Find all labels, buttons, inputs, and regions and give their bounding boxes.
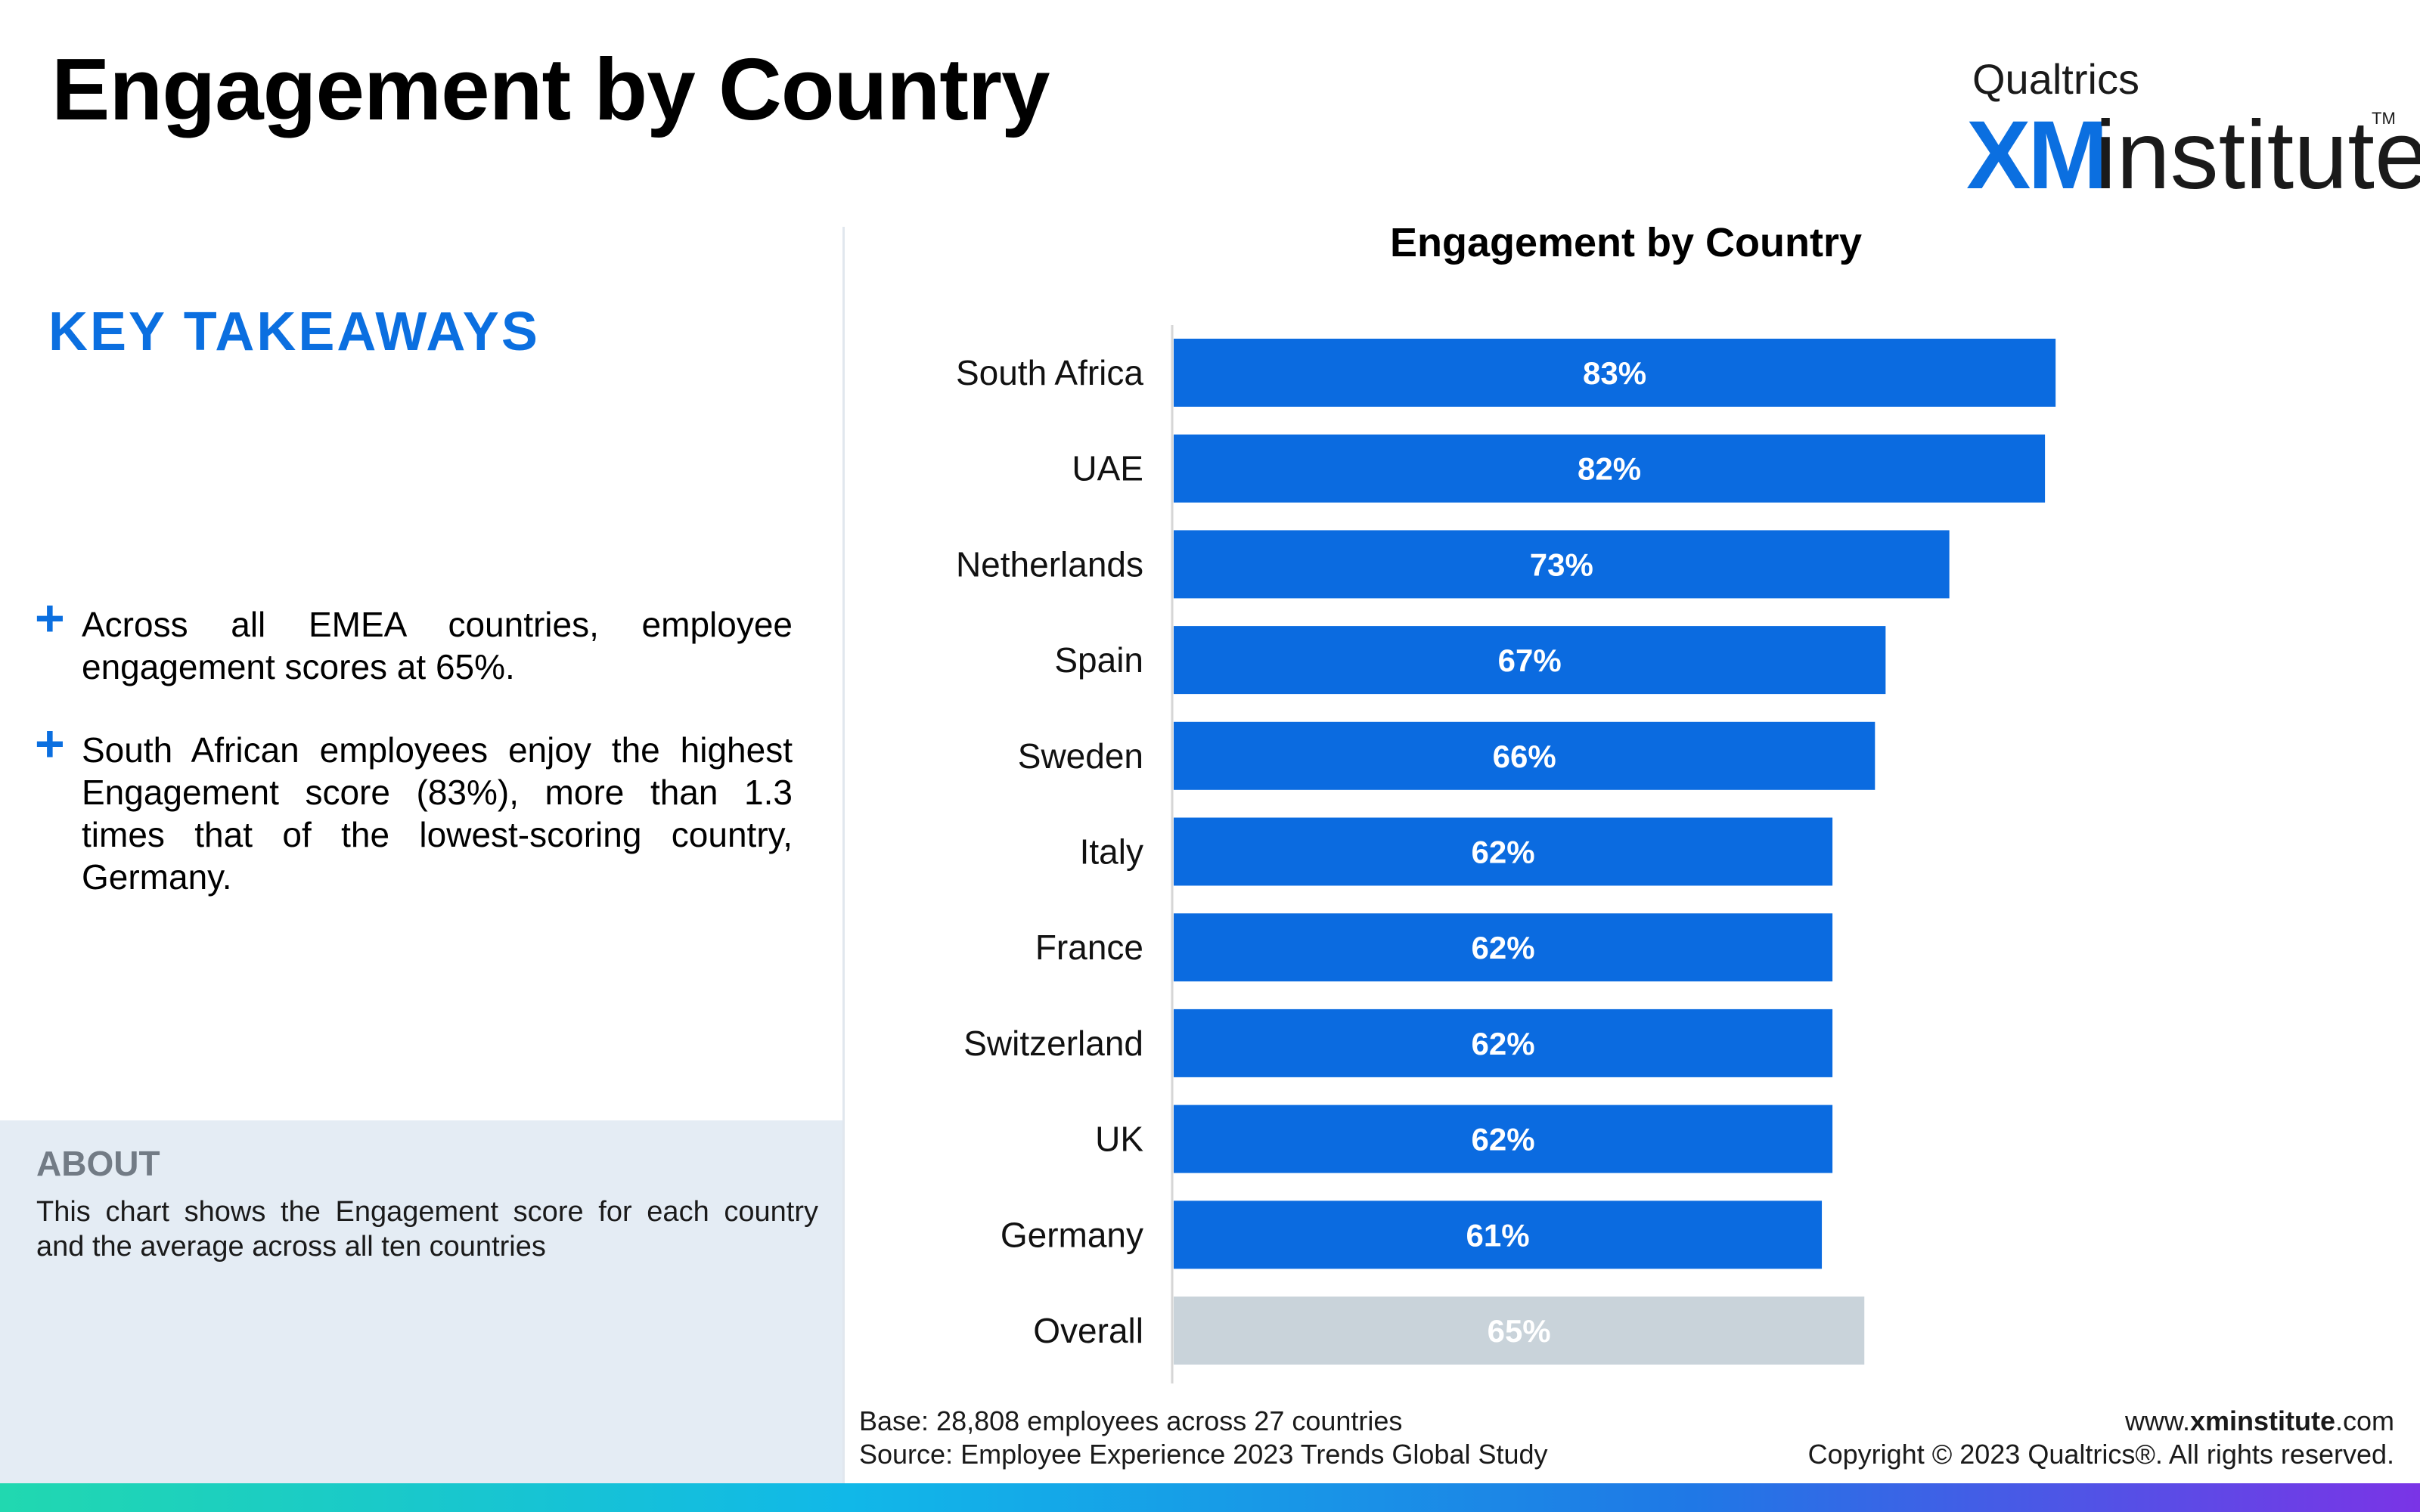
panel-divider xyxy=(842,227,845,1486)
bar xyxy=(1174,1009,1833,1077)
logo-qualtrics-text: Qualtrics xyxy=(1972,55,2139,103)
logo-xm-text: XM xyxy=(1966,101,2108,209)
bar xyxy=(1174,913,1833,982)
bar xyxy=(1174,1105,1833,1173)
copyright-text: Copyright © 2023 Qualtrics®. All rights … xyxy=(1807,1439,2394,1470)
category-label: Germany xyxy=(1001,1215,1143,1254)
data-label: 73% xyxy=(1530,547,1593,582)
footer-copyright: www.xminstitute.com Copyright © 2023 Qua… xyxy=(1808,1405,2394,1471)
data-label: 82% xyxy=(1578,451,1641,487)
bar xyxy=(1174,817,1833,886)
key-takeaways-heading: KEY TAKEAWAYS xyxy=(48,302,540,362)
footer-source: Base: 28,808 employees across 27 countri… xyxy=(859,1405,1548,1471)
plus-icon: + xyxy=(35,590,65,647)
footer-source-text: Source: Employee Experience 2023 Trends … xyxy=(859,1439,1548,1470)
category-label: UAE xyxy=(1072,449,1143,488)
category-label: Spain xyxy=(1054,640,1143,680)
data-label: 62% xyxy=(1472,835,1535,870)
data-label: 65% xyxy=(1488,1313,1551,1349)
bar xyxy=(1174,530,1950,599)
category-label: Overall xyxy=(1033,1311,1143,1350)
bar xyxy=(1174,339,2056,407)
category-label: Sweden xyxy=(1018,736,1143,776)
footer-url[interactable]: www.xminstitute.com xyxy=(2124,1405,2394,1436)
page-title: Engagement by Country xyxy=(51,40,1050,138)
category-label: UK xyxy=(1095,1120,1143,1159)
about-panel: ABOUT This chart shows the Engagement sc… xyxy=(0,1120,842,1483)
data-label: 62% xyxy=(1472,930,1535,965)
logo-institute-text: institute xyxy=(2095,101,2420,209)
plus-icon: + xyxy=(35,715,65,773)
takeaway-item: + South African employees enjoy the high… xyxy=(35,718,793,898)
qualtrics-xm-institute-logo: Qualtrics XM institute TM xyxy=(1966,30,2420,204)
chart-title: Engagement by Country xyxy=(1389,220,1863,265)
bar xyxy=(1174,1297,1865,1365)
engagement-bar-chart: South Africa 83% UAE 82% Netherlands 73% Spain… xyxy=(956,325,2056,1383)
footer-base-text: Base: 28,808 employees across 27 countri… xyxy=(859,1405,1403,1436)
category-label: Netherlands xyxy=(956,544,1143,584)
data-label: 62% xyxy=(1472,1122,1535,1157)
about-text: This chart shows the Engagement score fo… xyxy=(36,1196,818,1263)
category-label: France xyxy=(1035,928,1143,967)
bar xyxy=(1174,434,2046,503)
brand-gradient-bar xyxy=(0,1483,2420,1512)
takeaway-text: Across all EMEA countries, employee enga… xyxy=(82,605,793,686)
takeaway-item: + Across all EMEA countries, employee en… xyxy=(35,593,793,688)
category-label: Italy xyxy=(1080,832,1143,872)
data-label: 61% xyxy=(1466,1217,1529,1253)
data-label: 83% xyxy=(1583,355,1646,391)
takeaway-text: South African employees enjoy the highes… xyxy=(82,730,793,897)
category-label: Switzerland xyxy=(963,1024,1143,1063)
data-label: 62% xyxy=(1472,1026,1535,1061)
data-label: 66% xyxy=(1493,739,1556,774)
bar xyxy=(1174,1201,1823,1269)
logo-tm-mark: TM xyxy=(2372,109,2396,128)
category-label: South Africa xyxy=(956,353,1143,392)
data-label: 67% xyxy=(1498,643,1562,678)
bar xyxy=(1174,721,1876,790)
bar xyxy=(1174,626,1886,695)
about-heading: ABOUT xyxy=(36,1144,160,1183)
